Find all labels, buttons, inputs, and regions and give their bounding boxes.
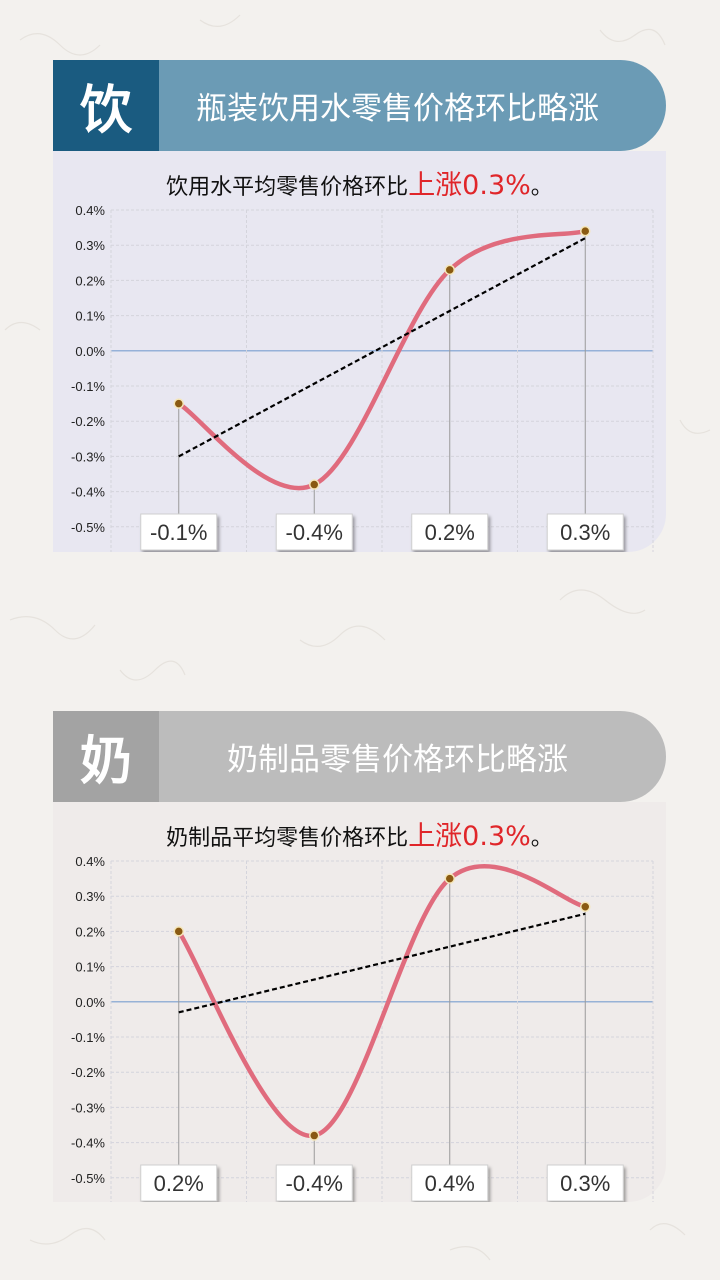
y-tick-label: 0.1% [75,960,105,975]
section-badge: 奶 [53,711,159,802]
data-point [309,1130,320,1141]
subtitle-highlight: 上涨0.3% [408,821,531,852]
data-label-box [411,513,489,551]
data-label-box [275,513,353,551]
y-tick-label: 0.3% [75,238,105,253]
subtitle-end: 。 [530,175,553,200]
trend-line [178,912,586,1014]
section-dairy: 奶 奶制品零售价格环比略涨 奶制品平均零售价格环比上涨0.3%。 0.4% 0.3… [53,711,666,1202]
section-banner: 奶 奶制品零售价格环比略涨 [53,711,666,802]
section-title: 奶制品零售价格环比略涨 [227,742,568,778]
chart-subtitle: 奶制品平均零售价格环比上涨0.3%。 [53,814,666,853]
section-banner: 饮 瓶装饮用水零售价格环比略涨 [53,60,666,151]
data-label: 0.3% [560,520,610,545]
section-title: 瓶装饮用水零售价格环比略涨 [196,91,599,127]
y-tick-label: 0.2% [75,924,105,939]
y-tick-label: -0.2% [71,1065,105,1080]
subtitle-text: 奶制品平均零售价格环比 [166,826,409,851]
data-label: -0.1% [150,520,207,545]
y-tick-label: 0.1% [75,309,105,324]
subtitle-end: 。 [530,826,553,851]
data-point [580,901,591,913]
y-tick-label: 0.0% [75,995,105,1010]
y-tick-label: -0.2% [71,414,105,429]
data-label-box [140,1164,218,1202]
y-tick-label: 0.4% [75,854,105,869]
y-tick-label: -0.4% [71,485,105,500]
section-badge: 饮 [53,60,159,151]
trend-line [178,237,586,458]
y-tick-label: -0.1% [71,379,105,394]
data-label-box [546,1164,624,1202]
data-label-box [275,1164,353,1202]
chart-card: 奶制品平均零售价格环比上涨0.3%。 0.4% 0.3% 0.2% 0.1% 0.0% -… [53,802,666,1202]
y-tick-label: -0.3% [71,449,105,464]
data-label-box [546,513,624,551]
section-drinking-water: 饮 瓶装饮用水零售价格环比略涨 饮用水平均零售价格环比上涨0.3%。 0.4% 0… [53,60,666,552]
data-point [580,225,591,237]
subtitle-highlight: 上涨0.3% [408,170,531,201]
y-tick-label: -0.1% [71,1030,105,1045]
data-point [444,264,455,276]
line-chart: 0.4% 0.3% 0.2% 0.1% 0.0% -0.1% -0.2% -0.3% -0.4%… [71,854,654,1202]
series-line [176,228,588,491]
data-label: 0.4% [425,1171,475,1196]
y-tick-label: 0.2% [75,273,105,288]
chart-subtitle: 饮用水平均零售价格环比上涨0.3%。 [53,163,666,202]
y-tick-label: 0.4% [75,203,105,218]
y-tick-label: -0.4% [71,1136,105,1151]
data-label: 0.2% [154,1171,204,1196]
data-label: 0.2% [425,520,475,545]
data-label-box [411,1164,489,1202]
y-tick-label: -0.5% [71,520,105,535]
data-label: -0.4% [286,1171,343,1196]
y-tick-label: -0.3% [71,1100,105,1115]
chart-card: 饮用水平均零售价格环比上涨0.3%。 0.4% 0.3% 0.2% 0.1% 0.0% -… [53,151,666,552]
data-point [444,873,455,884]
y-tick-label: 0.0% [75,344,105,359]
subtitle-text: 饮用水平均零售价格环比 [166,175,409,200]
data-point [309,479,320,490]
data-label: 0.3% [560,1171,610,1196]
line-chart: 0.4% 0.3% 0.2% 0.1% 0.0% -0.1% -0.2% -0.3% -0.4%… [71,203,654,552]
series-line [176,864,588,1138]
y-tick-label: 0.3% [75,889,105,904]
data-point [173,926,184,937]
y-tick-label: -0.5% [71,1171,105,1186]
data-label-box [140,513,218,551]
data-point [173,398,184,409]
data-label: -0.4% [286,520,343,545]
